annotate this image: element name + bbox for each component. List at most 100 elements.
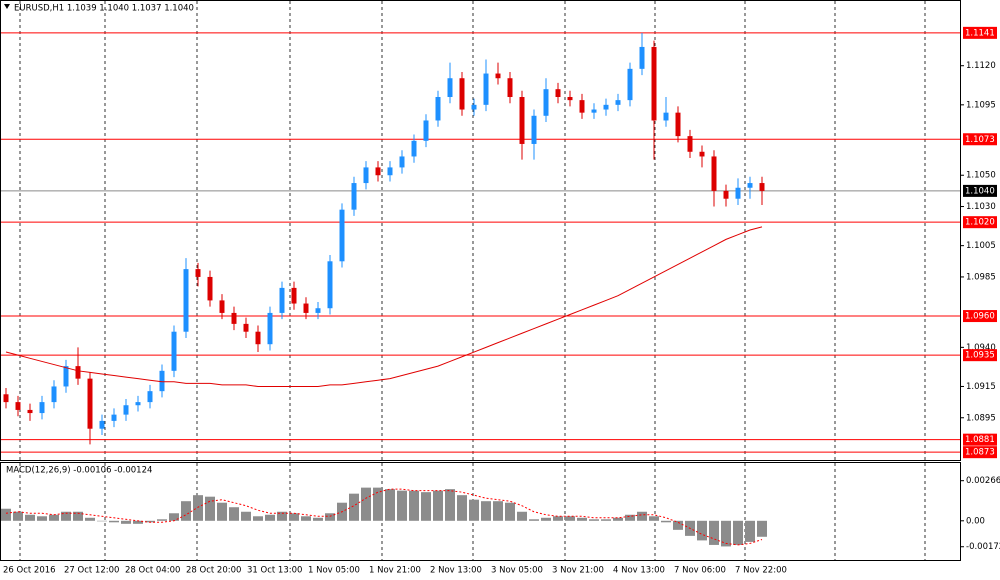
level-label: 1.1141: [965, 28, 995, 38]
level-label: 1.0935: [965, 351, 995, 361]
candle-body: [603, 104, 609, 110]
candle-body: [735, 187, 741, 199]
macd-bar: [193, 495, 203, 521]
macd-bar: [145, 520, 155, 523]
current-price-label: 1.1040: [965, 186, 995, 196]
macd-bar: [1, 508, 11, 521]
x-tick-label: 7 Nov 22:00: [735, 566, 787, 576]
candle-body: [207, 276, 213, 301]
candle-body: [267, 312, 273, 345]
macd-bar: [205, 496, 215, 521]
candle-body: [567, 97, 573, 101]
candle-body: [543, 89, 549, 116]
candle-body: [435, 97, 441, 121]
macd-bar: [37, 516, 47, 521]
level-label-box: [963, 133, 997, 146]
y-tick-label: 1.0895: [966, 413, 996, 423]
candle-body: [243, 323, 249, 332]
candle-body: [639, 46, 645, 69]
level-label: 1.1020: [965, 218, 995, 228]
macd-bar: [409, 490, 419, 521]
level-label-box: [963, 26, 997, 39]
candle-body: [459, 78, 465, 110]
macd-bar: [505, 502, 515, 521]
candle-body: [627, 68, 633, 101]
macd-bar: [301, 516, 311, 521]
macd-bar: [49, 514, 59, 521]
x-tick-label: 2 Nov 13:00: [430, 566, 482, 576]
candle-body: [171, 331, 177, 371]
level-label: 1.0881: [965, 435, 995, 445]
candle-body: [327, 261, 333, 309]
macd-bar: [277, 511, 287, 521]
moving-average: [5, 226, 763, 387]
macd-bar: [421, 492, 431, 521]
x-tick-label: 4 Nov 13:00: [613, 566, 665, 576]
level-label-box: [963, 216, 997, 229]
y-tick-label: -0.00172: [966, 542, 1000, 552]
macd-bar: [589, 519, 599, 521]
y-tick-label: 1.0915: [966, 382, 996, 392]
y-tick-label: 0.00266: [966, 476, 1000, 486]
x-tick-label: 1 Nov 21:00: [369, 566, 421, 576]
candle-body: [747, 183, 753, 188]
candle-body: [663, 112, 669, 121]
candle-body: [135, 402, 141, 406]
level-label-box: [963, 310, 997, 323]
macd-bar: [649, 516, 659, 521]
candle-body: [183, 269, 189, 332]
macd-bar: [181, 501, 191, 521]
macd-bar: [529, 519, 539, 521]
macd-bar: [121, 520, 131, 524]
candle-body: [39, 402, 45, 414]
macd-bar: [289, 513, 299, 521]
macd-title: MACD(12,26,9) -0.00106 -0.00124: [6, 466, 152, 476]
y-tick-label: 1.1005: [966, 241, 996, 251]
macd-bar: [13, 511, 23, 521]
macd-bar: [469, 499, 479, 521]
macd-bar: [217, 502, 227, 521]
macd-bar: [565, 516, 575, 521]
macd-bar: [373, 487, 383, 521]
candle-body: [303, 303, 309, 313]
candle-body: [579, 100, 585, 113]
candle-body: [51, 386, 57, 403]
macd-bar: [445, 489, 455, 521]
candle-body: [279, 287, 285, 313]
x-tick-label: 3 Nov 05:00: [491, 566, 543, 576]
x-tick-label: 28 Oct 20:00: [186, 566, 241, 576]
macd-bar: [697, 520, 707, 541]
macd-bar: [385, 489, 395, 521]
candle-body: [687, 136, 693, 152]
macd-bar: [721, 520, 731, 547]
candle-body: [495, 73, 501, 79]
candle-body: [423, 120, 429, 141]
y-tick-label: 1.0985: [966, 272, 996, 282]
current-price-box: [963, 184, 997, 197]
candle-body: [99, 420, 105, 429]
signal-line: [5, 488, 763, 546]
level-label-box: [963, 446, 997, 459]
macd-bar: [517, 511, 527, 521]
candle-body: [519, 97, 525, 144]
candle-body: [411, 140, 417, 157]
candle-body: [111, 414, 117, 421]
candle-body: [483, 73, 489, 105]
macd-panel: [0, 462, 961, 561]
macd-bar: [253, 516, 263, 521]
candle-body: [147, 391, 153, 403]
macd-bar: [349, 493, 359, 521]
candle-body: [351, 183, 357, 210]
y-tick-label: 1.1050: [966, 171, 996, 181]
candle-body: [255, 331, 261, 345]
macd-bar: [457, 495, 467, 521]
macd-bar: [745, 520, 755, 542]
candle-body: [507, 78, 513, 98]
menu-arrow[interactable]: [4, 4, 10, 9]
macd-bar: [265, 514, 275, 521]
y-tick-label: 1.1120: [966, 61, 996, 71]
y-tick-label: 0.00: [966, 516, 985, 526]
macd-bar: [157, 519, 167, 521]
macd-bar: [601, 519, 611, 521]
chart-title: EURUSD,H1 1.1039 1.1040 1.1037 1.1040: [14, 4, 194, 14]
